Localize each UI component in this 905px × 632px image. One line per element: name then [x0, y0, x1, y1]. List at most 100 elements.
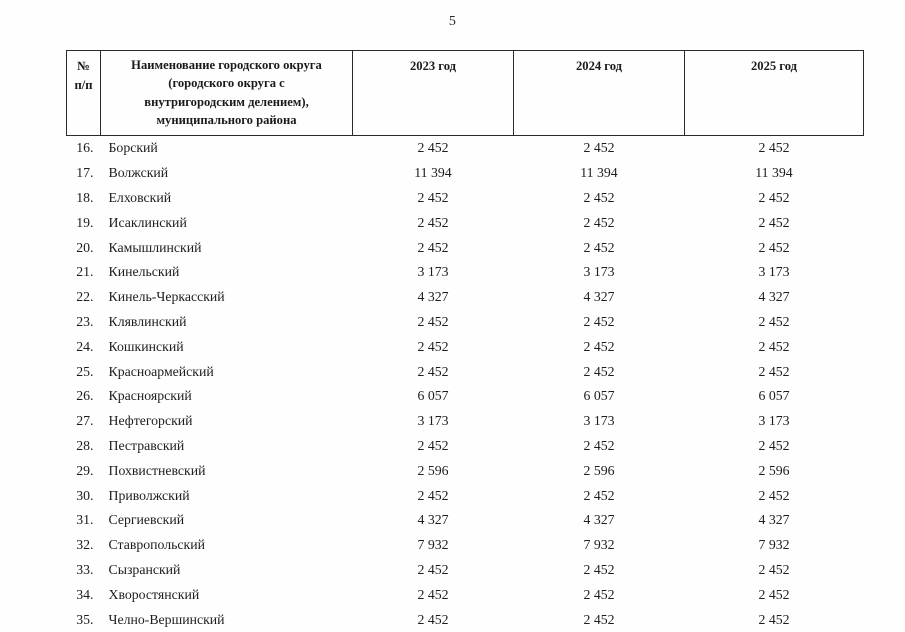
row-value-2023: 7 932 [417, 537, 449, 553]
row-value-2025: 2 452 [758, 561, 790, 577]
row-value-2024: 2 452 [583, 363, 615, 379]
row-name: Пестравский [108, 437, 185, 453]
row-number: 20. [76, 239, 94, 255]
row-number: 27. [76, 413, 94, 429]
column-header-number: № п/п [66, 50, 101, 136]
column-header-name-line2: (городского округа с [168, 76, 285, 91]
row-value-2023: 2 452 [417, 239, 449, 255]
row-value-2024: 4 327 [583, 289, 615, 305]
row-name: Елховский [108, 189, 172, 205]
row-value-2024: 7 932 [583, 537, 615, 553]
row-value-2023: 4 327 [417, 289, 449, 305]
table-row: 23. Клявлинский 2 452 2 452 2 452 [67, 310, 864, 335]
column-header-number-line2: п/п [74, 77, 93, 92]
table-row: 34. Хворостянский 2 452 2 452 2 452 [67, 582, 864, 607]
row-name: Хворостянский [108, 586, 200, 602]
row-value-2025: 2 452 [758, 487, 790, 503]
row-value-2025: 2 452 [758, 611, 790, 627]
row-value-2025: 2 452 [758, 338, 790, 354]
table-row: 33. Сызранский 2 452 2 452 2 452 [67, 558, 864, 583]
row-value-2024: 2 452 [583, 487, 615, 503]
row-name: Кинельский [108, 264, 180, 280]
row-name: Сергиевский [108, 512, 185, 528]
row-name: Клявлинский [108, 313, 187, 329]
table-row: 32. Ставропольский 7 932 7 932 7 932 [67, 533, 864, 558]
table-row: 17. Волжский 11 394 11 394 11 394 [67, 161, 864, 186]
row-value-2024: 2 452 [583, 214, 615, 230]
table-header-row: № п/п Наименование городского округа (го… [66, 50, 864, 136]
row-value-2023: 2 452 [417, 611, 449, 627]
row-value-2023: 2 452 [417, 437, 449, 453]
table-row: 28. Пестравский 2 452 2 452 2 452 [67, 434, 864, 459]
row-name: Красноармейский [108, 363, 214, 379]
row-value-2025: 6 057 [758, 388, 790, 404]
row-value-2024: 2 452 [583, 611, 615, 627]
row-number: 17. [76, 165, 94, 181]
table-container: № п/п Наименование городского округа (го… [66, 50, 864, 632]
page-number: 5 [448, 14, 457, 29]
row-name: Приволжский [108, 487, 190, 503]
table-row: 21. Кинельский 3 173 3 173 3 173 [67, 260, 864, 285]
column-header-number-line1: № [77, 59, 90, 73]
row-name: Нефтегорский [108, 413, 193, 429]
row-value-2024: 2 452 [583, 140, 615, 156]
table-row: 16. Борский 2 452 2 452 2 452 [67, 136, 864, 161]
row-name: Ставропольский [108, 537, 206, 553]
table-header: № п/п Наименование городского округа (го… [66, 50, 864, 136]
table-row: 27. Нефтегорский 3 173 3 173 3 173 [67, 409, 864, 434]
row-value-2023: 3 173 [417, 264, 449, 280]
row-number: 29. [76, 462, 94, 478]
table-row: 31. Сергиевский 4 327 4 327 4 327 [67, 508, 864, 533]
row-value-2023: 2 452 [417, 338, 449, 354]
row-value-2024: 3 173 [583, 413, 615, 429]
row-value-2025: 2 452 [758, 140, 790, 156]
row-number: 23. [76, 313, 94, 329]
row-value-2025: 2 596 [758, 462, 790, 478]
table-row: 20. Камышлинский 2 452 2 452 2 452 [67, 235, 864, 260]
row-value-2023: 2 452 [417, 214, 449, 230]
row-name: Камышлинский [108, 239, 202, 255]
municipalities-table: № п/п Наименование городского округа (го… [66, 50, 864, 632]
column-header-year-2023: 2023 год [352, 50, 514, 136]
table-row: 25. Красноармейский 2 452 2 452 2 452 [67, 359, 864, 384]
row-value-2024: 2 452 [583, 189, 615, 205]
row-value-2024: 2 452 [583, 313, 615, 329]
row-value-2025: 4 327 [758, 289, 790, 305]
row-value-2024: 3 173 [583, 264, 615, 280]
row-number: 28. [76, 437, 94, 453]
row-number: 22. [76, 289, 94, 305]
table-row: 29. Похвистневский 2 596 2 596 2 596 [67, 458, 864, 483]
row-number: 35. [76, 611, 94, 627]
table-row: 22. Кинель-Черкасский 4 327 4 327 4 327 [67, 285, 864, 310]
row-number: 16. [76, 140, 94, 156]
table-row: 18. Елховский 2 452 2 452 2 452 [67, 186, 864, 211]
row-value-2023: 4 327 [417, 512, 449, 528]
row-name: Исаклинский [108, 214, 187, 230]
column-header-name: Наименование городского округа (городско… [100, 50, 353, 136]
row-value-2023: 2 452 [417, 561, 449, 577]
row-number: 21. [76, 264, 94, 280]
row-name: Волжский [108, 165, 169, 181]
row-value-2025: 4 327 [758, 512, 790, 528]
row-value-2023: 2 452 [417, 140, 449, 156]
row-number: 24. [76, 338, 94, 354]
row-number: 18. [76, 189, 94, 205]
row-value-2025: 2 452 [758, 437, 790, 453]
row-value-2024: 2 596 [583, 462, 615, 478]
row-number: 33. [76, 561, 94, 577]
row-name: Кошкинский [108, 338, 184, 354]
table-body: 16. Борский 2 452 2 452 2 452 17. Волжский 11 3… [67, 136, 864, 632]
row-value-2025: 2 452 [758, 363, 790, 379]
row-name: Кинель-Черкасский [108, 289, 225, 305]
row-value-2024: 2 452 [583, 561, 615, 577]
row-value-2023: 2 452 [417, 586, 449, 602]
row-value-2023: 11 394 [414, 165, 452, 181]
row-value-2023: 2 452 [417, 487, 449, 503]
row-number: 25. [76, 363, 94, 379]
row-value-2023: 3 173 [417, 413, 449, 429]
row-value-2024: 2 452 [583, 239, 615, 255]
row-value-2023: 2 452 [417, 313, 449, 329]
row-number: 30. [76, 487, 94, 503]
table-row: 19. Исаклинский 2 452 2 452 2 452 [67, 210, 864, 235]
